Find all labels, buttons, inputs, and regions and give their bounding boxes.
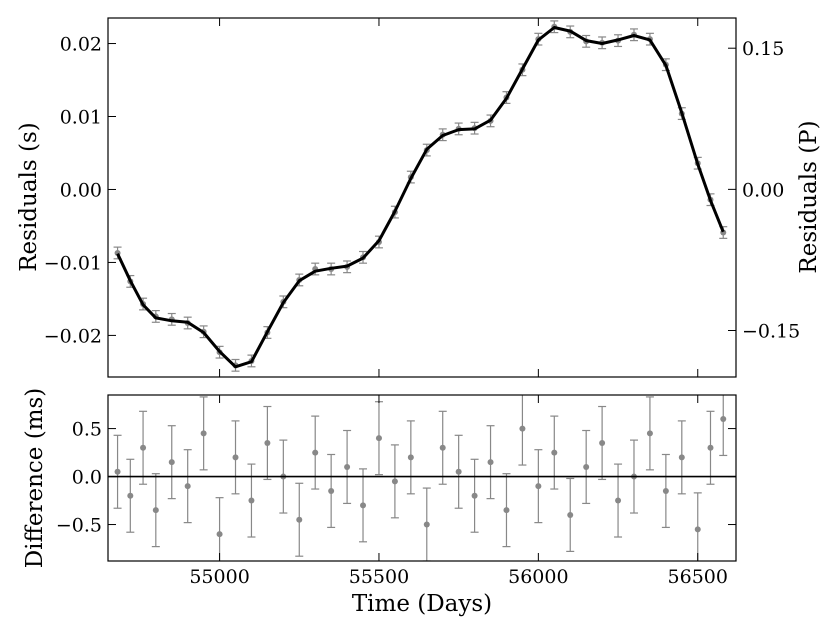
difference-points bbox=[113, 395, 728, 561]
difference-point bbox=[551, 449, 558, 456]
difference-point bbox=[423, 521, 430, 528]
difference-point bbox=[707, 444, 714, 451]
difference-point bbox=[328, 487, 335, 494]
x-tick-label: 55000 bbox=[189, 566, 249, 588]
difference-point bbox=[662, 487, 669, 494]
y-tick-label-left: −0.02 bbox=[44, 325, 102, 347]
difference-point bbox=[264, 439, 271, 446]
y-tick-label-right: 0.15 bbox=[742, 38, 784, 60]
difference-point bbox=[646, 430, 653, 437]
difference-point bbox=[519, 425, 526, 432]
difference-point bbox=[487, 459, 494, 466]
y-tick-label-left: 0.00 bbox=[60, 179, 102, 201]
difference-axis-label: Difference (ms) bbox=[22, 388, 48, 569]
x-tick-label: 56000 bbox=[508, 566, 568, 588]
residuals-s-axis-label: Residuals (s) bbox=[16, 122, 42, 272]
difference-point bbox=[140, 444, 147, 451]
difference-point bbox=[503, 507, 510, 514]
y-tick-label-right: −0.15 bbox=[742, 321, 800, 343]
difference-point bbox=[184, 483, 191, 490]
difference-point bbox=[216, 531, 223, 538]
residuals-p-axis-label: Residuals (P) bbox=[796, 120, 822, 273]
difference-point bbox=[471, 492, 478, 499]
difference-point bbox=[114, 468, 121, 475]
difference-point bbox=[168, 459, 175, 466]
y-tick-label: 0.5 bbox=[72, 419, 102, 441]
difference-ticks: −0.5 0.0 0.5 55000 55500 56000 56500 bbox=[56, 395, 736, 588]
difference-plot-area bbox=[108, 395, 736, 561]
difference-point bbox=[375, 435, 382, 442]
y-tick-label-left: −0.01 bbox=[44, 252, 102, 274]
y-tick-label-left: 0.01 bbox=[60, 107, 102, 129]
y-tick-label: −0.5 bbox=[56, 515, 102, 537]
residuals-panel: −0.02 −0.01 0.00 0.01 0.02 −0.15 0.00 0.15 Resi… bbox=[16, 17, 822, 378]
residuals-plot-area bbox=[113, 20, 728, 372]
difference-panel: −0.5 0.0 0.5 55000 55500 56000 56500 Differenc… bbox=[22, 388, 737, 617]
x-tick-label: 56500 bbox=[668, 566, 728, 588]
difference-point bbox=[535, 483, 542, 490]
difference-point bbox=[678, 454, 685, 461]
difference-point bbox=[720, 415, 727, 422]
difference-point bbox=[312, 449, 319, 456]
difference-point bbox=[407, 454, 414, 461]
difference-point bbox=[694, 526, 701, 533]
y-tick-label-left: 0.02 bbox=[60, 34, 102, 56]
residuals-ticks: −0.02 −0.01 0.00 0.01 0.02 −0.15 0.00 0.15 bbox=[44, 18, 800, 377]
timing-model-curve bbox=[116, 26, 725, 369]
difference-point bbox=[296, 516, 303, 523]
difference-point bbox=[360, 502, 367, 509]
time-axis-label: Time (Days) bbox=[352, 591, 492, 617]
difference-point bbox=[615, 497, 622, 504]
difference-point bbox=[583, 463, 590, 470]
difference-panel-frame bbox=[107, 394, 737, 562]
residuals-panel-frame bbox=[107, 17, 737, 378]
y-tick-label-right: 0.00 bbox=[742, 179, 784, 201]
difference-point bbox=[567, 511, 574, 518]
difference-point bbox=[248, 497, 255, 504]
difference-point bbox=[344, 463, 351, 470]
difference-point bbox=[232, 454, 239, 461]
difference-point bbox=[455, 468, 462, 475]
difference-point bbox=[599, 439, 606, 446]
difference-point bbox=[152, 507, 159, 514]
difference-point bbox=[127, 492, 134, 499]
difference-point bbox=[200, 430, 207, 437]
difference-point bbox=[391, 478, 398, 485]
x-tick-label: 55500 bbox=[349, 566, 409, 588]
y-tick-label: 0.0 bbox=[72, 467, 102, 489]
difference-point bbox=[439, 444, 446, 451]
